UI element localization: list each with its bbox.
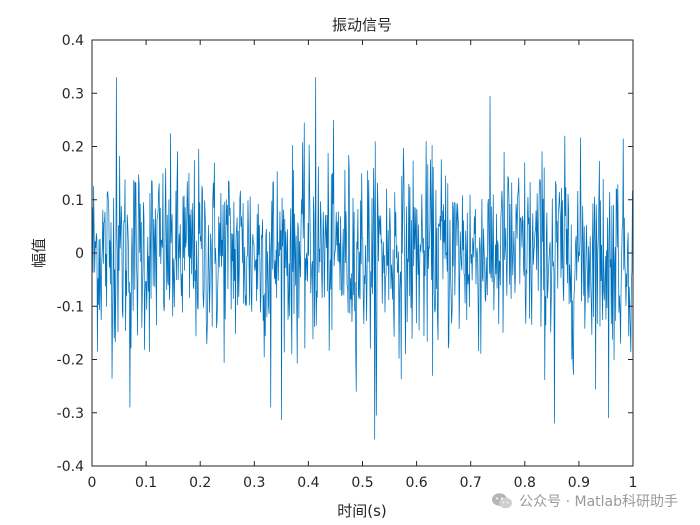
plot-area — [92, 40, 633, 466]
x-tick-label: 0 — [88, 475, 97, 491]
x-axis-ticks: 0 0.1 0.2 0.3 0.4 0.5 0.6 0.7 0.8 0.9 1 — [88, 40, 638, 491]
y-tick-label: 0.1 — [62, 193, 84, 209]
watermark: 公众号 · Matlab科研助手 — [491, 491, 678, 511]
watermark-text: 公众号 · Matlab科研助手 — [519, 494, 678, 510]
x-tick-label: 1 — [629, 475, 638, 491]
x-tick-label: 0.1 — [135, 475, 157, 491]
signal-series — [91, 77, 634, 440]
y-tick-label: 0.2 — [62, 140, 84, 156]
y-tick-label: -0.4 — [57, 459, 84, 475]
x-tick-label: 0.7 — [460, 475, 482, 491]
x-axis-label: 时间(s) — [337, 502, 387, 520]
x-tick-label: 0.9 — [568, 475, 590, 491]
signal-line — [91, 77, 634, 440]
wechat-icon — [492, 493, 513, 509]
x-tick-label: 0.5 — [351, 475, 373, 491]
y-tick-label: -0.2 — [57, 353, 84, 369]
x-tick-label: 0.4 — [297, 475, 319, 491]
x-tick-label: 0.6 — [405, 475, 427, 491]
x-tick-label: 0.8 — [514, 475, 536, 491]
y-tick-label: 0.3 — [62, 86, 84, 102]
x-tick-label: 0.3 — [243, 475, 265, 491]
y-tick-label: -0.3 — [57, 406, 84, 422]
y-tick-label: -0.1 — [57, 299, 84, 315]
y-tick-label: 0 — [75, 246, 84, 262]
y-tick-label: 0.4 — [62, 33, 84, 49]
y-axis-label: 幅值 — [30, 238, 48, 268]
y-axis-ticks: 0.4 0.3 0.2 0.1 0 -0.1 -0.2 -0.3 -0.4 — [57, 33, 633, 475]
chart-title: 振动信号 — [332, 16, 392, 34]
x-tick-label: 0.2 — [189, 475, 211, 491]
